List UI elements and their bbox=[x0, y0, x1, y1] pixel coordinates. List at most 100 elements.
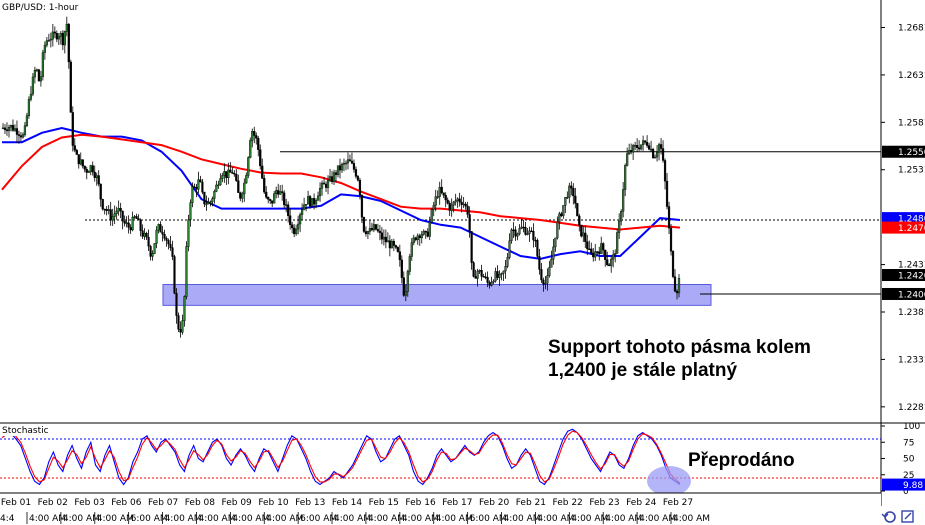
candle bbox=[622, 182, 625, 218]
oversold-highlight bbox=[647, 466, 691, 496]
candle bbox=[185, 241, 188, 300]
stochastic-value-tag: 9.88 bbox=[882, 478, 925, 491]
candle bbox=[87, 170, 90, 173]
candle bbox=[11, 119, 15, 132]
expand-icon[interactable] bbox=[901, 510, 914, 523]
candle bbox=[241, 191, 244, 203]
candle bbox=[620, 209, 623, 226]
stochastic-tick-label: 75 bbox=[903, 438, 914, 448]
candle bbox=[99, 183, 102, 207]
candle bbox=[207, 197, 210, 205]
candle bbox=[665, 173, 669, 210]
candle bbox=[247, 156, 250, 179]
x-date-label: Feb 08 bbox=[185, 498, 216, 508]
candle bbox=[235, 169, 238, 182]
candle bbox=[673, 269, 677, 293]
candle bbox=[287, 201, 290, 223]
candle bbox=[189, 199, 192, 227]
candle bbox=[366, 230, 370, 239]
x-date-label: Feb 06 bbox=[111, 498, 142, 508]
candle bbox=[614, 249, 617, 263]
x-time-label: 4:00 AM bbox=[571, 514, 608, 524]
candle bbox=[476, 268, 479, 287]
candle bbox=[480, 264, 483, 281]
x-time-label: 4:00 AM bbox=[198, 514, 235, 524]
candle bbox=[396, 246, 399, 253]
x-date-label: Feb 03 bbox=[74, 498, 104, 508]
candle bbox=[101, 198, 104, 211]
x-date-label: Feb 23 bbox=[589, 498, 619, 508]
candle bbox=[626, 147, 629, 167]
x-time-label: 4:00 AM bbox=[402, 514, 439, 524]
candle bbox=[49, 32, 52, 48]
x-date-label: Feb 01 bbox=[1, 498, 31, 508]
candle bbox=[546, 268, 549, 291]
candle bbox=[434, 189, 437, 212]
candle bbox=[360, 194, 364, 224]
candle bbox=[215, 180, 218, 193]
candle bbox=[269, 198, 272, 205]
candle bbox=[624, 163, 627, 197]
candle bbox=[506, 253, 509, 269]
stochastic-tick-label: 0 bbox=[903, 487, 909, 497]
candle bbox=[356, 174, 360, 182]
candle bbox=[440, 179, 443, 195]
support-annotation-line1: Support tohoto pásma kolem bbox=[548, 337, 811, 358]
candle bbox=[213, 189, 216, 204]
candle bbox=[181, 314, 184, 335]
candle bbox=[436, 190, 439, 199]
x-time-label: 6:00 AM bbox=[300, 514, 337, 524]
candle bbox=[536, 238, 539, 259]
candle bbox=[205, 195, 208, 211]
candle bbox=[486, 271, 489, 288]
x-time-label: 4:00 AM bbox=[504, 514, 541, 524]
candle bbox=[564, 197, 567, 213]
price-tag: 1.2470 bbox=[882, 221, 925, 234]
svg-text:9.88: 9.88 bbox=[903, 481, 923, 491]
candle bbox=[586, 234, 589, 256]
candle bbox=[404, 284, 407, 302]
candle bbox=[552, 239, 555, 265]
candle bbox=[538, 248, 541, 275]
x-time-label: 4:00 AM bbox=[605, 514, 642, 524]
candle bbox=[528, 226, 531, 242]
candle bbox=[394, 244, 397, 250]
candle bbox=[67, 23, 70, 69]
x-time-label: 4:00 AM bbox=[29, 514, 66, 524]
blue-moving-average bbox=[2, 126, 681, 260]
candle bbox=[432, 201, 435, 217]
sync-icon[interactable] bbox=[881, 511, 896, 523]
candle bbox=[303, 197, 306, 211]
candle bbox=[398, 244, 401, 267]
candle bbox=[23, 121, 27, 137]
candle bbox=[340, 162, 344, 174]
candle bbox=[121, 210, 124, 230]
candle bbox=[490, 276, 493, 287]
candle bbox=[655, 145, 659, 162]
candle bbox=[454, 193, 457, 206]
candle bbox=[155, 226, 158, 249]
candle bbox=[53, 26, 56, 38]
x-time-label: 6:00 AM bbox=[131, 514, 168, 524]
candle bbox=[640, 144, 643, 151]
candle bbox=[659, 137, 663, 155]
candle bbox=[316, 191, 320, 201]
candle bbox=[295, 224, 298, 236]
candle bbox=[83, 165, 86, 173]
x-time-label: 4:00 AM bbox=[97, 514, 134, 524]
candle bbox=[211, 196, 214, 207]
candle bbox=[314, 198, 318, 209]
oversold-annotation: Přeprodáno bbox=[688, 450, 795, 471]
candle bbox=[636, 138, 639, 153]
x-date-label: Feb 22 bbox=[553, 498, 583, 508]
candle bbox=[115, 206, 118, 220]
candle bbox=[332, 169, 336, 185]
candle bbox=[163, 229, 166, 241]
candle bbox=[602, 242, 605, 256]
candle bbox=[81, 159, 84, 169]
candle bbox=[378, 224, 381, 241]
